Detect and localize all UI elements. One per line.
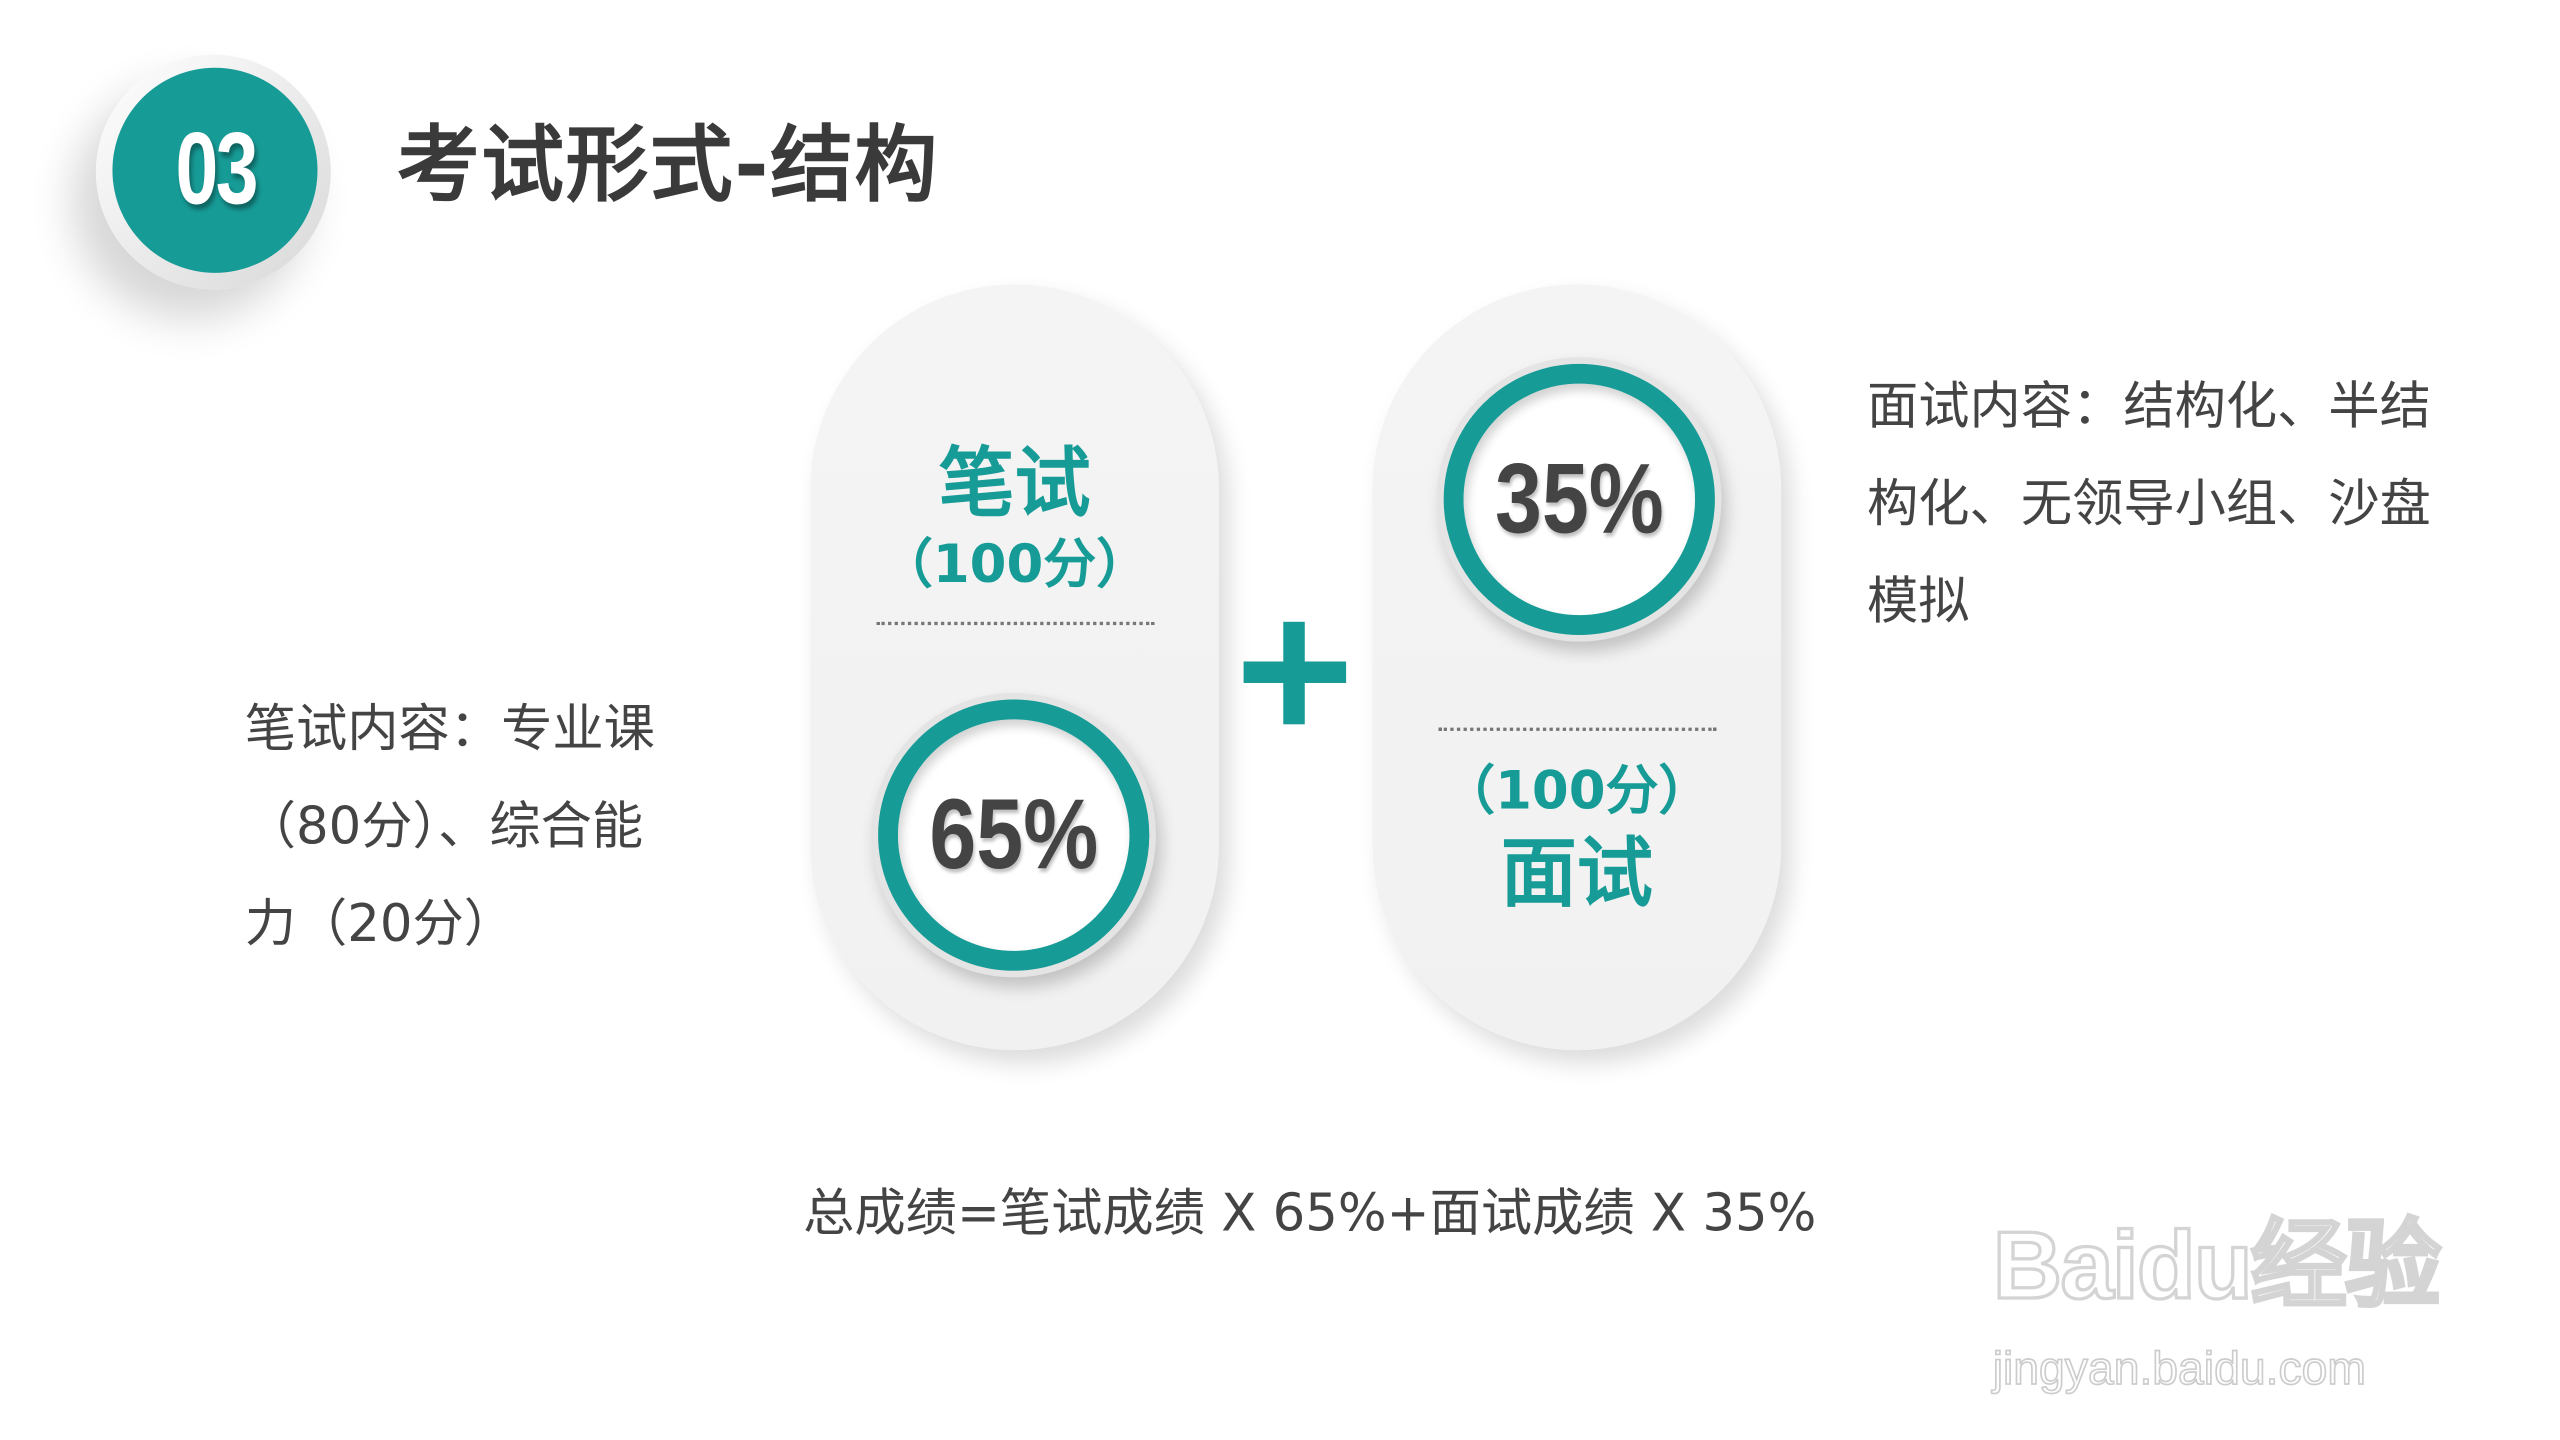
interview-percent: 35% — [1494, 443, 1664, 554]
plus-icon-vertical — [1283, 621, 1305, 725]
written-score: （100分） — [879, 532, 1150, 596]
text-line: （80分）、综合能 — [244, 797, 644, 857]
page-title: 考试形式-结构 — [396, 117, 939, 214]
section-number: 03 — [174, 112, 258, 227]
written-description: 笔试内容：专业课 （80分）、综合能 力（20分） — [245, 681, 655, 974]
watermark-url: jingyan.baidu.com — [1992, 1342, 2367, 1395]
text-line: 面试内容：结构化、半结 — [1867, 377, 2431, 437]
baidu-watermark: Baidu经验 jingyan.baidu.com — [1991, 1182, 2464, 1414]
text-line: 模拟 — [1867, 572, 1970, 632]
interview-label: 面试 — [1500, 828, 1653, 918]
total-score-formula: 总成绩=笔试成绩 X 65%+面试成绩 X 35% — [803, 1184, 1817, 1244]
interview-score: （100分） — [1442, 759, 1712, 822]
text-line: 笔试内容：专业课 — [244, 699, 655, 760]
interview-percent-circle: 35% — [1437, 357, 1722, 642]
written-exam-card: 笔试 （100分） 65% — [810, 284, 1219, 1051]
interview-card: 35% （100分） 面试 — [1372, 284, 1782, 1051]
watermark-brand: Baidu经验 — [1991, 1212, 2443, 1320]
divider — [1438, 727, 1717, 731]
written-percent: 65% — [929, 778, 1099, 890]
written-percent-circle: 65% — [871, 692, 1156, 978]
text-line: 力（20分） — [244, 894, 516, 955]
interview-description: 面试内容：结构化、半结 构化、无领导小组、沙盘 模拟 — [1867, 359, 2431, 652]
section-badge: 03 — [112, 67, 318, 273]
divider — [876, 621, 1155, 626]
text-line: 构化、无领导小组、沙盘 — [1867, 474, 2431, 535]
written-label: 笔试 — [938, 438, 1091, 528]
